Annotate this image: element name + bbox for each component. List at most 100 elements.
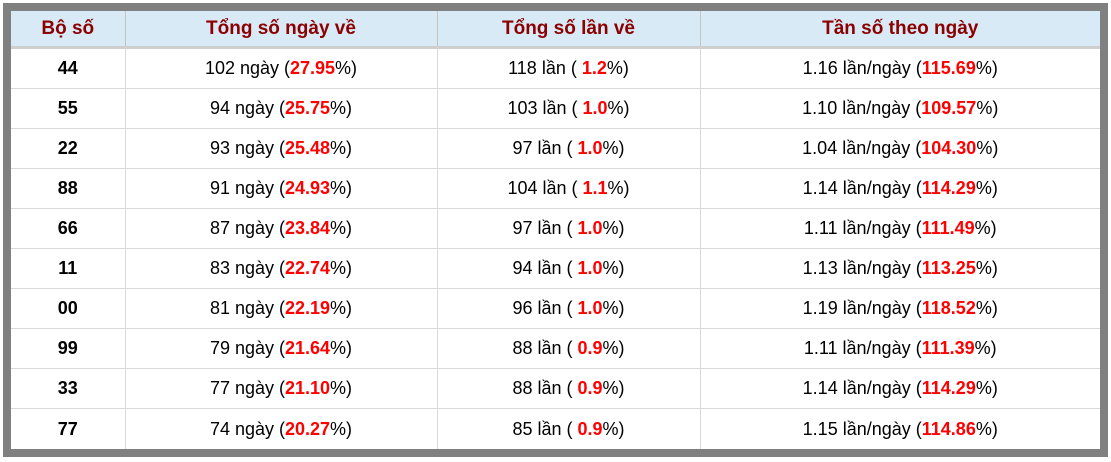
cell-freq-suffix: %): [975, 418, 998, 439]
cell-freq: 1.14 lần/ngày (114.29%): [700, 168, 1100, 209]
table-row: 66 87 ngày (23.84%) 97 lần ( 1.0%) 1.11 lần…: [11, 208, 1100, 249]
cell-freq-prefix: 1.10 lần/ngày (: [802, 98, 922, 118]
cell-freq-suffix: %): [976, 138, 999, 158]
cell-days-prefix: 79 ngày (: [209, 338, 285, 358]
cell-freq: 1.16 lần/ngày (115.69%): [700, 47, 1100, 89]
cell-freq-suffix: %): [975, 178, 998, 198]
cell-times-prefix: 88 lần (: [512, 338, 578, 358]
cell-days-suffix: %): [330, 258, 353, 278]
cell-days-prefix: 91 ngày (: [209, 178, 285, 198]
cell-freq-prefix: 1.15 lần/ngày (: [802, 418, 922, 439]
cell-days-suffix: %): [335, 58, 358, 78]
cell-freq-value: 114.29: [921, 178, 976, 198]
cell-times-suffix: %): [607, 178, 630, 198]
cell-times-value: 0.9: [577, 418, 603, 439]
cell-freq-prefix: 1.14 lần/ngày (: [802, 378, 922, 398]
cell-times-prefix: 94 lần (: [512, 258, 578, 278]
table-row: 11 83 ngày (22.74%) 94 lần ( 1.0%) 1.13 lần…: [11, 248, 1100, 289]
pair-statistics-table: Bộ số Tổng số ngày về Tổng số lần về Tần…: [11, 11, 1100, 449]
cell-days-suffix: %): [330, 418, 353, 439]
cell-freq: 1.04 lần/ngày (104.30%): [700, 128, 1100, 169]
cell-times: 96 lần ( 1.0%): [437, 288, 701, 329]
cell-times-suffix: %): [602, 138, 625, 158]
table-row: 22 93 ngày (25.48%) 97 lần ( 1.0%) 1.04 lần…: [11, 128, 1100, 169]
table-row: 44 102 ngày (27.95%) 118 lần ( 1.2%) 1.16 l…: [11, 47, 1100, 89]
cell-times-value: 1.0: [577, 218, 603, 238]
cell-freq-prefix: 1.16 lần/ngày (: [802, 58, 922, 78]
cell-freq-prefix: 1.13 lần/ngày (: [802, 258, 922, 278]
cell-times-suffix: %): [602, 298, 625, 318]
table-row: 55 94 ngày (25.75%) 103 lần ( 1.0%) 1.10 lầ…: [11, 88, 1100, 129]
cell-times-suffix: %): [602, 258, 625, 278]
cell-days-value: 24.93: [285, 178, 331, 198]
cell-freq-value: 111.39: [921, 338, 975, 358]
cell-times: 88 lần ( 0.9%): [437, 368, 701, 409]
cell-pair: 22: [11, 128, 126, 169]
cell-pair: 33: [11, 368, 126, 409]
cell-pair: 00: [11, 288, 126, 329]
cell-times-value: 1.0: [577, 138, 603, 158]
cell-days-value: 25.48: [285, 138, 331, 158]
cell-days-suffix: %): [330, 178, 353, 198]
cell-freq-suffix: %): [976, 98, 999, 118]
cell-times-prefix: 118 lần (: [508, 58, 582, 78]
cell-days-prefix: 94 ngày (: [209, 98, 285, 118]
col-header-pair: Bộ số: [11, 11, 126, 49]
cell-times-value: 1.0: [582, 98, 608, 118]
cell-times-prefix: 97 lần (: [512, 138, 578, 158]
cell-freq-suffix: %): [975, 298, 998, 318]
cell-times: 118 lần ( 1.2%): [437, 47, 701, 89]
cell-times-suffix: %): [602, 338, 625, 358]
cell-times-suffix: %): [602, 418, 625, 439]
cell-days-value: 23.84: [285, 218, 331, 238]
cell-days-prefix: 93 ngày (: [209, 138, 285, 158]
cell-pair: 11: [11, 248, 126, 289]
cell-times-value: 1.1: [582, 178, 608, 198]
cell-pair: 99: [11, 328, 126, 369]
table-row: 99 79 ngày (21.64%) 88 lần ( 0.9%) 1.11 lần…: [11, 328, 1100, 369]
cell-times-value: 0.9: [577, 338, 603, 358]
cell-days-value: 27.95: [290, 58, 336, 78]
cell-freq-value: 114.29: [921, 378, 976, 398]
cell-days: 77 ngày (21.10%): [125, 368, 438, 409]
table-row: 77 74 ngày (20.27%) 85 lần ( 0.9%) 1.15 lần…: [11, 408, 1100, 449]
cell-days: 93 ngày (25.48%): [125, 128, 438, 169]
cell-pair: 44: [11, 47, 126, 89]
cell-freq-prefix: 1.19 lần/ngày (: [802, 298, 922, 318]
cell-pair: 66: [11, 208, 126, 249]
table-row: 00 81 ngày (22.19%) 96 lần ( 1.0%) 1.19 lần…: [11, 288, 1100, 329]
cell-days-value: 21.10: [285, 378, 331, 398]
cell-days-value: 20.27: [285, 418, 331, 439]
cell-freq-suffix: %): [974, 338, 997, 358]
cell-times-suffix: %): [607, 98, 630, 118]
cell-days-suffix: %): [330, 378, 353, 398]
cell-days: 83 ngày (22.74%): [125, 248, 438, 289]
cell-times: 104 lần ( 1.1%): [437, 168, 701, 209]
cell-days-value: 21.64: [285, 338, 331, 358]
cell-freq: 1.11 lần/ngày (111.49%): [700, 208, 1100, 249]
cell-freq-prefix: 1.14 lần/ngày (: [802, 178, 922, 198]
cell-freq: 1.14 lần/ngày (114.29%): [700, 368, 1100, 409]
cell-times-value: 0.9: [577, 378, 603, 398]
cell-times: 85 lần ( 0.9%): [437, 408, 701, 449]
cell-times: 103 lần ( 1.0%): [437, 88, 701, 129]
cell-times: 94 lần ( 1.0%): [437, 248, 701, 289]
cell-times-prefix: 97 lần (: [512, 218, 578, 238]
cell-times: 97 lần ( 1.0%): [437, 128, 701, 169]
cell-days-value: 25.75: [285, 98, 331, 118]
cell-days: 79 ngày (21.64%): [125, 328, 438, 369]
cell-freq-value: 114.86: [921, 418, 976, 439]
cell-times-prefix: 103 lần (: [507, 98, 583, 118]
cell-days-prefix: 74 ngày (: [209, 418, 285, 439]
cell-times-value: 1.0: [577, 298, 603, 318]
col-header-total-times: Tổng số lần về: [437, 11, 701, 49]
cell-pair: 88: [11, 168, 126, 209]
cell-freq-prefix: 1.04 lần/ngày (: [802, 138, 922, 158]
table-row: 33 77 ngày (21.10%) 88 lần ( 0.9%) 1.14 lần…: [11, 368, 1100, 409]
cell-days-prefix: 102 ngày (: [204, 58, 290, 78]
statistics-table-frame: Bộ số Tổng số ngày về Tổng số lần về Tần…: [3, 3, 1108, 457]
cell-freq: 1.11 lần/ngày (111.39%): [700, 328, 1100, 369]
cell-freq-value: 118.52: [921, 298, 976, 318]
cell-days-suffix: %): [330, 218, 353, 238]
cell-freq: 1.10 lần/ngày (109.57%): [700, 88, 1100, 129]
